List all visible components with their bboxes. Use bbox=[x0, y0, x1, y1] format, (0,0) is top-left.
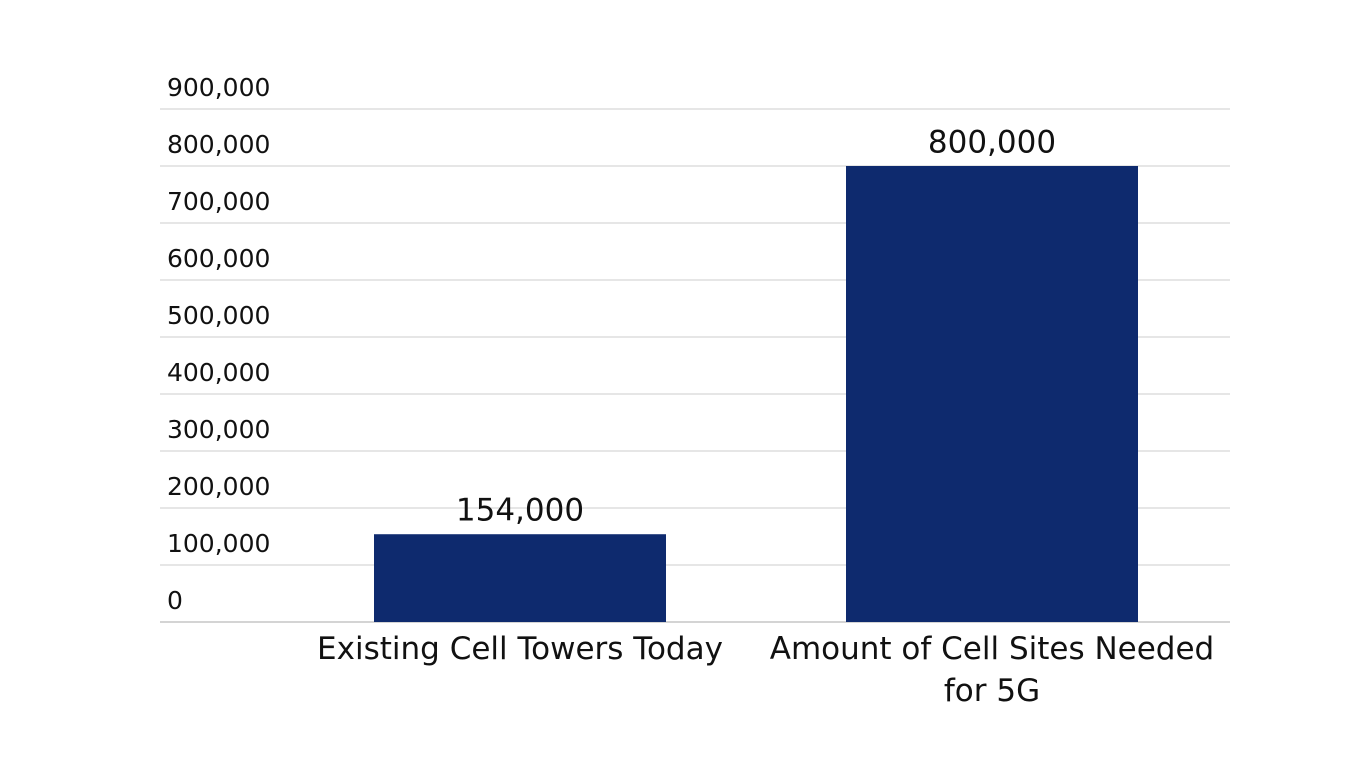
y-tick-label: 100,000 bbox=[167, 529, 270, 558]
value-label: 154,000 bbox=[456, 493, 584, 529]
y-tick-label: 0 bbox=[167, 586, 183, 615]
y-tick-label: 300,000 bbox=[167, 415, 270, 444]
x-tick-label: Amount of Cell Sites Needed for 5G bbox=[769, 631, 1215, 709]
y-tick-label: 400,000 bbox=[167, 358, 270, 387]
y-tick-label: 800,000 bbox=[167, 130, 270, 159]
y-tick-label: 600,000 bbox=[167, 244, 270, 273]
bar bbox=[374, 534, 666, 622]
value-label: 800,000 bbox=[928, 125, 1056, 161]
y-tick-label: 200,000 bbox=[167, 472, 270, 501]
y-tick-label: 900,000 bbox=[167, 73, 270, 102]
x-tick-label: Existing Cell Towers Today bbox=[317, 631, 723, 667]
y-tick-label: 500,000 bbox=[167, 301, 270, 330]
y-tick-label: 700,000 bbox=[167, 187, 270, 216]
bar bbox=[846, 166, 1138, 622]
